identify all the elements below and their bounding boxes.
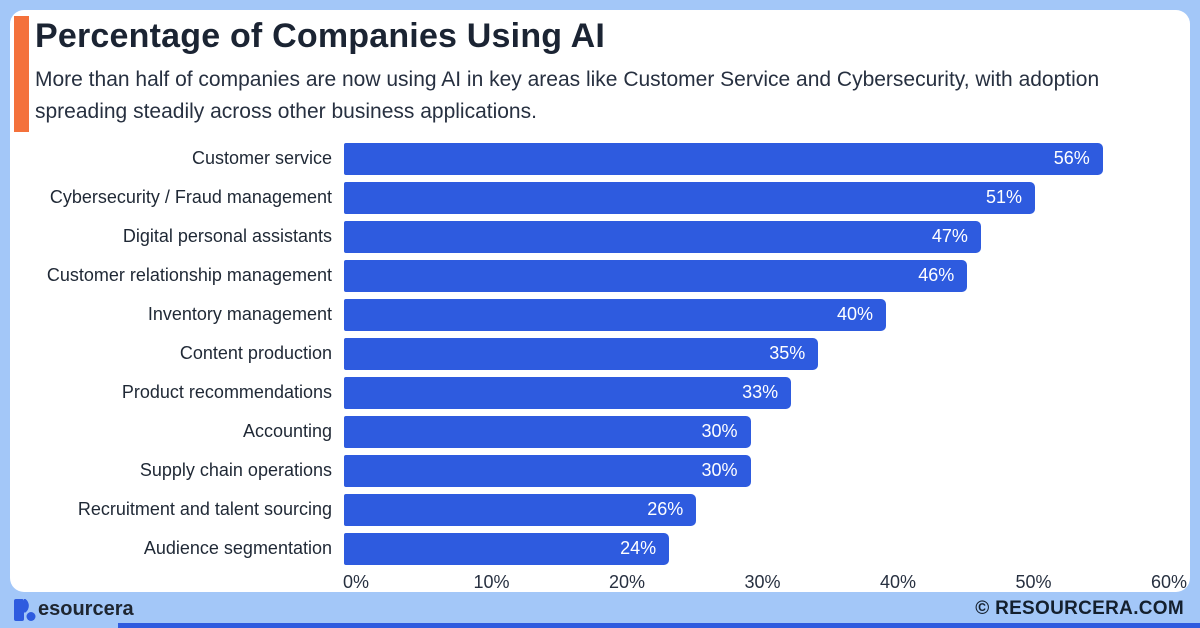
bar-row: Content production 35% bbox=[10, 334, 1170, 373]
bar: 56% bbox=[344, 142, 1103, 175]
x-axis: 0% 10% 20% 30% 40% 50% 60% bbox=[343, 572, 1187, 596]
bar-track: 46% bbox=[344, 259, 1157, 292]
bar-row: Supply chain operations 30% bbox=[10, 451, 1170, 490]
bar: 35% bbox=[344, 337, 819, 370]
bar-row: Audience segmentation 24% bbox=[10, 529, 1170, 568]
bar-value-label: 35% bbox=[769, 343, 806, 363]
bar-rows: Customer service 56% Cybersecurity / Fraud… bbox=[10, 139, 1170, 568]
category-label: Accounting bbox=[242, 421, 332, 441]
bar-track: 30% bbox=[344, 454, 1157, 487]
bar-value-label: 30% bbox=[701, 460, 738, 480]
category-label: Customer relationship management bbox=[46, 265, 332, 285]
bar-row: Recruitment and talent sourcing 26% bbox=[10, 490, 1170, 529]
bar-row: Inventory management 40% bbox=[10, 295, 1170, 334]
bar-row: Customer service 56% bbox=[10, 139, 1170, 178]
accent-bar bbox=[14, 16, 29, 132]
bar-track: 56% bbox=[344, 142, 1157, 175]
bar: 47% bbox=[344, 220, 981, 253]
chart-card: Percentage of Companies Using AI More th… bbox=[10, 10, 1190, 592]
bar-value-label: 51% bbox=[986, 187, 1023, 207]
brand-text: esourcera bbox=[38, 598, 134, 620]
bar: 46% bbox=[344, 259, 968, 292]
category-label: Digital personal assistants bbox=[122, 226, 332, 246]
bar-track: 24% bbox=[344, 532, 1157, 565]
x-axis-tick: 20% bbox=[608, 572, 645, 592]
bar: 30% bbox=[344, 415, 751, 448]
x-axis-tick: 60% bbox=[1150, 572, 1188, 592]
category-label: Recruitment and talent sourcing bbox=[77, 499, 332, 519]
bar: 24% bbox=[344, 532, 670, 565]
x-axis-tick: 50% bbox=[1015, 572, 1052, 592]
bar-value-label: 26% bbox=[647, 499, 684, 519]
bar-track: 30% bbox=[344, 415, 1157, 448]
page-subtitle: More than half of companies are now usin… bbox=[35, 68, 1100, 123]
bar-value-label: 47% bbox=[931, 226, 968, 246]
brand-logo: esourcera bbox=[14, 598, 134, 621]
bar-value-label: 24% bbox=[620, 538, 657, 558]
bar-track: 35% bbox=[344, 337, 1157, 370]
bar-row: Digital personal assistants 47% bbox=[10, 217, 1170, 256]
bar-row: Cybersecurity / Fraud management 51% bbox=[10, 178, 1170, 217]
bar-value-label: 40% bbox=[836, 304, 873, 324]
bar-track: 40% bbox=[344, 298, 1157, 331]
x-axis-tick: 10% bbox=[473, 572, 510, 592]
bar-track: 47% bbox=[344, 220, 1157, 253]
bar-value-label: 56% bbox=[1053, 148, 1090, 168]
bar-value-label: 33% bbox=[742, 382, 779, 402]
category-label: Product recommendations bbox=[121, 382, 332, 402]
bar-track: 26% bbox=[344, 493, 1157, 526]
bar-row: Customer relationship management 46% bbox=[10, 256, 1170, 295]
bar: 30% bbox=[344, 454, 751, 487]
resourcera-logo-icon bbox=[14, 598, 36, 621]
category-label: Content production bbox=[179, 343, 332, 363]
category-label: Inventory management bbox=[147, 304, 332, 324]
bar: 51% bbox=[344, 181, 1036, 214]
category-label: Supply chain operations bbox=[139, 460, 332, 480]
bottom-strip-decoration bbox=[118, 623, 1200, 628]
x-axis-tick: 0% bbox=[342, 572, 370, 592]
bar: 40% bbox=[344, 298, 886, 331]
bar-row: Accounting 30% bbox=[10, 412, 1170, 451]
category-label: Customer service bbox=[191, 148, 332, 168]
page-title: Percentage of Companies Using AI bbox=[35, 17, 606, 55]
copyright-text: © RESOURCERA.COM bbox=[975, 598, 1184, 619]
bar-row: Product recommendations 33% bbox=[10, 373, 1170, 412]
bar-value-label: 30% bbox=[701, 421, 738, 441]
footer: esourcera © RESOURCERA.COM bbox=[0, 592, 1200, 628]
category-label: Cybersecurity / Fraud management bbox=[49, 187, 332, 207]
bar-value-label: 46% bbox=[918, 265, 955, 285]
x-axis-tick: 30% bbox=[744, 572, 781, 592]
x-axis-tick: 40% bbox=[879, 572, 916, 592]
bar-track: 51% bbox=[344, 181, 1157, 214]
category-label: Audience segmentation bbox=[143, 538, 332, 558]
bar-track: 33% bbox=[344, 376, 1157, 409]
bar: 33% bbox=[344, 376, 792, 409]
bar: 26% bbox=[344, 493, 697, 526]
